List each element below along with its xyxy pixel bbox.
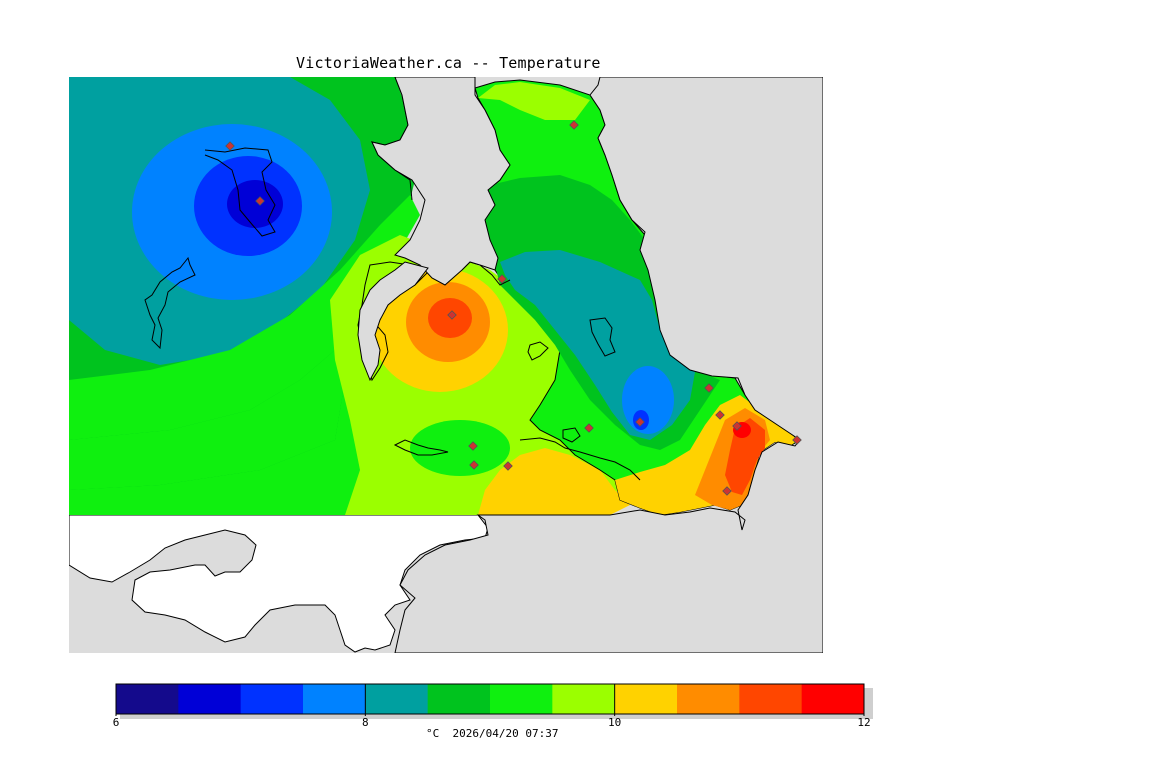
timestamp: 2026/04/20 07:37 [452, 727, 559, 740]
station-marker[interactable] [569, 120, 579, 130]
station-marker[interactable] [792, 435, 802, 445]
grey-land [357, 77, 823, 653]
grey-land-east [394, 77, 823, 653]
station-marker[interactable] [635, 417, 645, 427]
colorbar-ticks [115, 684, 865, 716]
zone-darkblue-nw [227, 180, 283, 228]
unit-label: °C [426, 727, 440, 740]
grey-land-inner [357, 261, 429, 382]
station-marker[interactable] [225, 141, 235, 151]
station-marker[interactable] [469, 460, 479, 470]
colorbar-cell [365, 684, 429, 714]
colorbar-tick-label: 12 [857, 716, 871, 729]
colorbar-cell [614, 684, 678, 714]
map-area [69, 77, 823, 653]
legend-caption: °C 2026/04/20 07:37 [426, 727, 558, 740]
page-title: VictoriaWeather.ca -- Temperature [296, 54, 601, 72]
station-marker[interactable] [732, 421, 742, 431]
station-marker[interactable] [447, 310, 457, 320]
colorbar-cells [116, 684, 865, 714]
colorbar [115, 683, 873, 719]
colorbar-cell [552, 684, 616, 714]
station-marker[interactable] [497, 274, 507, 284]
colorbar-tick-label: 6 [112, 716, 120, 729]
colorbar-tick-label: 8 [362, 716, 369, 729]
colorbar-cell [801, 684, 865, 714]
colorbar-cell [116, 684, 179, 714]
olympic-land [69, 514, 489, 653]
station-marker[interactable] [503, 461, 513, 471]
grey-land-north [371, 77, 511, 286]
colorbar-cell [178, 684, 242, 714]
temperature-field [69, 77, 640, 515]
station-markers[interactable] [225, 120, 802, 496]
zone-yellow-south [478, 448, 630, 515]
zone-brightgreen-sw [69, 350, 345, 490]
station-marker[interactable] [255, 196, 265, 206]
station-marker[interactable] [715, 410, 725, 420]
station-marker[interactable] [584, 423, 594, 433]
saanich-peninsula [474, 79, 802, 516]
zone-peninsula-redorange [725, 418, 765, 495]
colorbar-cell [240, 684, 304, 714]
colorbar-tick-label: 10 [608, 716, 622, 729]
colorbar-cell [677, 684, 740, 714]
station-marker[interactable] [722, 486, 732, 496]
station-marker[interactable] [704, 383, 714, 393]
zone-peninsula-top [478, 82, 590, 120]
station-marker[interactable] [468, 441, 478, 451]
colorbar-cell [427, 684, 491, 714]
zone-red-peak [428, 298, 472, 338]
zone-green-south [410, 420, 510, 476]
colorbar-cell [303, 684, 366, 714]
zone-brightgreen-band [69, 195, 420, 515]
colorbar-cell [739, 684, 803, 714]
colorbar-cell [490, 684, 553, 714]
